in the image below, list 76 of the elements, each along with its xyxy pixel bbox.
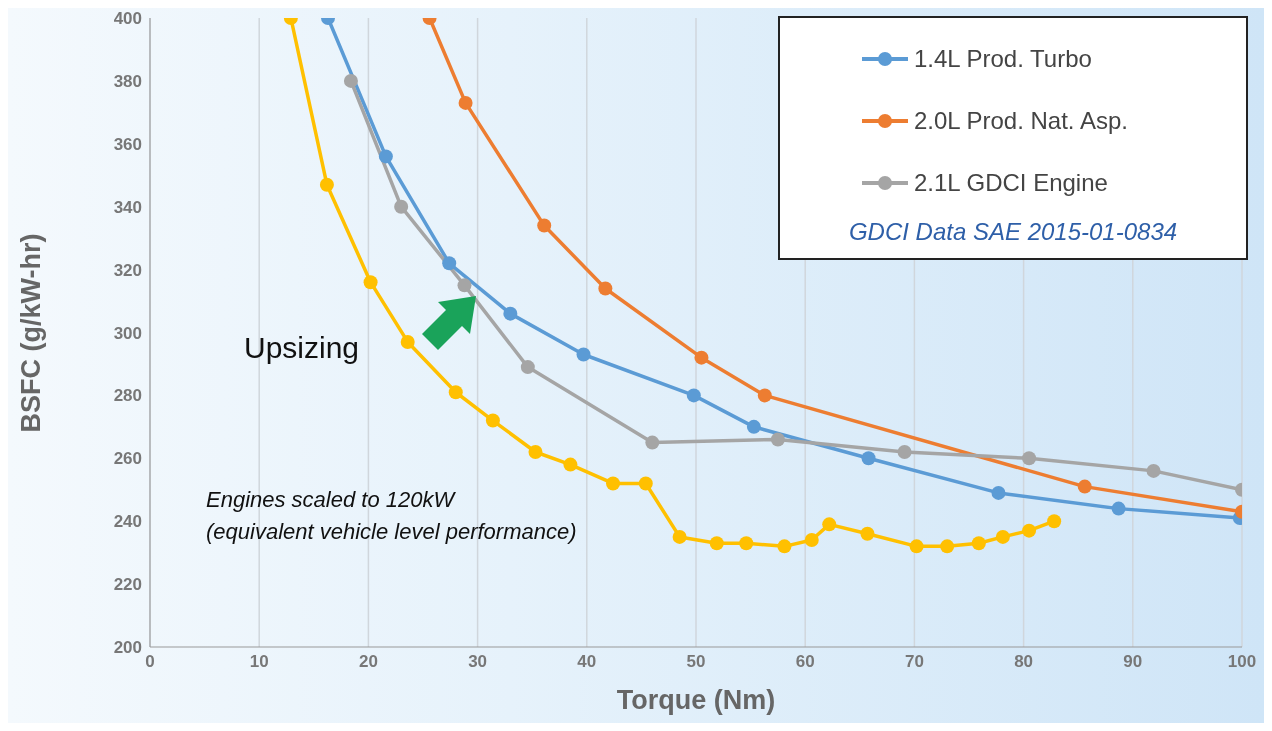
point bbox=[319, 177, 334, 192]
y-tick-label: 280 bbox=[113, 386, 142, 406]
y-tick-label: 320 bbox=[113, 260, 142, 280]
point bbox=[1022, 523, 1037, 538]
point bbox=[804, 533, 819, 548]
x-axis-title: Torque (Nm) bbox=[616, 685, 776, 715]
point bbox=[757, 388, 772, 403]
point bbox=[503, 306, 518, 321]
point bbox=[638, 476, 653, 491]
point bbox=[598, 281, 613, 296]
point bbox=[1022, 451, 1037, 466]
x-tick-label: 80 bbox=[1014, 652, 1034, 672]
point bbox=[694, 350, 709, 365]
point bbox=[485, 413, 500, 428]
point bbox=[528, 445, 543, 460]
point bbox=[991, 485, 1006, 500]
x-tick-label: 30 bbox=[468, 652, 488, 672]
point bbox=[897, 445, 912, 460]
point bbox=[709, 536, 724, 551]
y-tick-label: 260 bbox=[113, 449, 142, 469]
y-tick-label: 220 bbox=[113, 575, 142, 595]
point bbox=[1146, 463, 1161, 478]
y-tick-label: 360 bbox=[113, 134, 142, 154]
point bbox=[822, 517, 837, 532]
x-tick-label: 20 bbox=[358, 652, 378, 672]
point bbox=[394, 199, 409, 214]
point bbox=[686, 388, 701, 403]
y-tick-label: 340 bbox=[113, 197, 142, 217]
y-tick-label: 240 bbox=[113, 512, 142, 532]
point bbox=[442, 256, 457, 271]
y-tick-label: 200 bbox=[113, 638, 142, 658]
point bbox=[576, 347, 591, 362]
point bbox=[940, 539, 955, 554]
point bbox=[343, 73, 358, 88]
y-tick-label: 380 bbox=[113, 71, 142, 91]
y-tick-label: 300 bbox=[113, 323, 142, 343]
annotation: Upsizing bbox=[244, 330, 360, 366]
legend-label: 1.4L Prod. Turbo bbox=[914, 45, 1092, 73]
point bbox=[739, 536, 754, 551]
point bbox=[400, 334, 415, 349]
x-tick-label: 100 bbox=[1227, 652, 1257, 672]
point bbox=[995, 529, 1010, 544]
point bbox=[1047, 514, 1062, 529]
x-tick-label: 50 bbox=[686, 652, 706, 672]
point bbox=[645, 435, 660, 450]
x-tick-label: 60 bbox=[795, 652, 815, 672]
point bbox=[777, 539, 792, 554]
point bbox=[770, 432, 785, 447]
point bbox=[537, 218, 552, 233]
point bbox=[363, 275, 378, 290]
point bbox=[457, 278, 472, 293]
legend-label: 2.1L GDCI Engine bbox=[914, 169, 1108, 197]
point bbox=[606, 476, 621, 491]
point bbox=[520, 360, 535, 375]
point bbox=[971, 536, 986, 551]
point bbox=[563, 457, 578, 472]
point bbox=[860, 526, 875, 541]
point bbox=[448, 385, 463, 400]
point bbox=[672, 529, 687, 544]
point bbox=[746, 419, 761, 434]
point bbox=[458, 95, 473, 110]
point bbox=[378, 149, 393, 164]
point bbox=[1077, 479, 1092, 494]
y-axis-title: BSFC (g/kW-hr) bbox=[15, 233, 46, 433]
x-tick-label: 70 bbox=[904, 652, 924, 672]
x-tick-label: 10 bbox=[249, 652, 269, 672]
point bbox=[1111, 501, 1126, 516]
y-tick-label: 400 bbox=[113, 9, 142, 29]
annotation: Engines scaled to 120kW (equivalent vehicle level performance) bbox=[206, 486, 577, 546]
annotation: GDCI Data SAE 2015-01-0834 bbox=[847, 218, 1179, 246]
x-tick-label: 90 bbox=[1123, 652, 1143, 672]
legend-label: 2.0L Prod. Nat. Asp. bbox=[914, 107, 1128, 135]
point bbox=[861, 451, 876, 466]
point bbox=[909, 539, 924, 554]
x-tick-label: 0 bbox=[145, 652, 155, 672]
x-tick-label: 40 bbox=[577, 652, 597, 672]
